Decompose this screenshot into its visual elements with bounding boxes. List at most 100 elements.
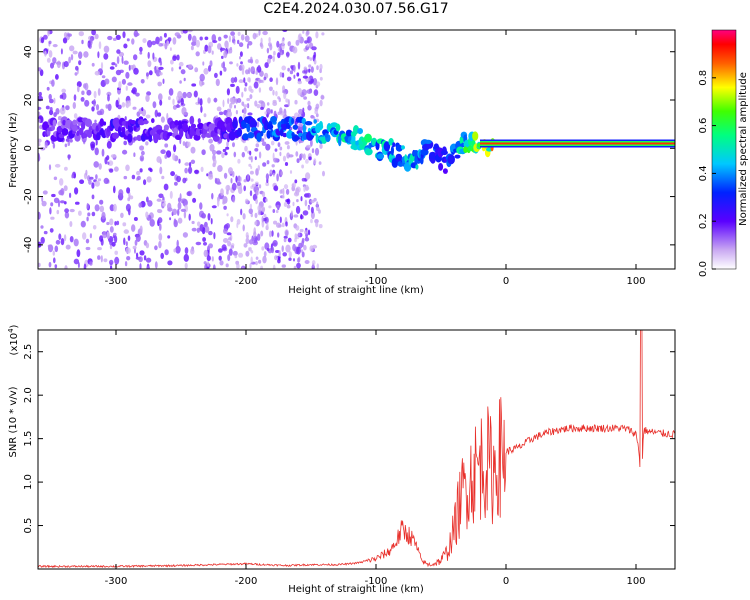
noise-speckle: [126, 38, 130, 42]
noise-speckle: [40, 37, 45, 44]
noise-speckle: [252, 32, 257, 40]
ridge-blob: [264, 119, 269, 126]
noise-speckle: [235, 175, 238, 183]
noise-speckle: [62, 37, 68, 44]
noise-speckle: [147, 200, 153, 207]
noise-speckle: [158, 233, 163, 241]
noise-speckle: [175, 245, 181, 254]
noise-speckle: [243, 107, 247, 115]
noise-speckle: [49, 109, 54, 116]
noise-speckle: [303, 66, 307, 71]
noise-speckle: [203, 249, 209, 258]
noise-speckle: [190, 45, 194, 51]
noise-speckle: [241, 266, 244, 269]
noise-speckle: [266, 47, 270, 54]
noise-speckle: [85, 238, 90, 244]
noise-speckle: [203, 113, 207, 118]
noise-speckle: [258, 259, 262, 264]
noise-speckle: [189, 162, 192, 168]
noise-speckle: [115, 99, 119, 108]
noise-speckle: [147, 51, 150, 59]
noise-speckle: [219, 70, 223, 76]
noise-speckle: [50, 216, 55, 220]
noise-speckle: [90, 141, 96, 149]
ridge-blob: [61, 127, 69, 136]
noise-speckle: [275, 209, 279, 214]
noise-speckle: [254, 156, 257, 161]
noise-speckle: [109, 259, 114, 265]
noise-speckle: [244, 82, 248, 87]
noise-speckle: [232, 142, 235, 148]
noise-speckle: [134, 239, 138, 246]
noise-speckle: [176, 239, 179, 248]
noise-speckle: [83, 83, 87, 89]
noise-speckle: [302, 210, 309, 216]
noise-speckle: [261, 216, 264, 223]
noise-speckle: [311, 148, 315, 154]
noise-speckle: [257, 205, 262, 212]
noise-speckle: [218, 248, 223, 253]
noise-speckle: [216, 181, 222, 185]
noise-speckle: [306, 192, 311, 198]
noise-speckle: [73, 113, 78, 119]
noise-speckle: [273, 110, 277, 118]
noise-speckle: [203, 68, 209, 75]
noise-speckle: [39, 69, 44, 77]
noise-speckle: [272, 240, 278, 247]
noise-speckle: [213, 232, 216, 240]
noise-speckle: [269, 77, 273, 82]
noise-speckle: [244, 145, 248, 152]
noise-speckle: [241, 64, 245, 71]
ridge-blob: [392, 142, 396, 148]
noise-speckle: [223, 67, 227, 72]
noise-speckle: [146, 91, 152, 96]
noise-speckle: [143, 255, 147, 261]
noise-speckle: [290, 65, 294, 69]
noise-speckle: [64, 208, 69, 213]
noise-speckle: [310, 66, 314, 73]
noise-speckle: [293, 265, 297, 269]
ridge-blob: [163, 124, 170, 131]
noise-speckle: [313, 59, 317, 65]
noise-speckle: [107, 160, 114, 166]
noise-speckle: [131, 89, 136, 94]
noise-speckle: [162, 78, 165, 85]
noise-speckle: [160, 149, 166, 154]
noise-speckle: [55, 239, 61, 245]
noise-speckle: [85, 169, 88, 176]
ridge-blob: [293, 135, 301, 141]
noise-speckle: [177, 201, 182, 210]
x-tick-label: 100: [626, 576, 645, 587]
noise-speckle: [195, 51, 200, 57]
ridge-blob: [76, 130, 80, 137]
noise-speckle: [260, 79, 265, 84]
noise-speckle: [143, 179, 147, 186]
noise-speckle: [151, 40, 157, 46]
noise-speckle: [295, 151, 299, 157]
noise-speckle: [94, 70, 101, 76]
noise-speckle: [70, 54, 74, 61]
noise-speckle: [232, 196, 236, 203]
noise-speckle: [176, 54, 180, 61]
noise-speckle: [223, 34, 228, 39]
x-tick-label: 100: [626, 276, 645, 287]
colorbar-label: Normalized spectral amplitude: [738, 72, 749, 226]
noise-speckle: [277, 52, 281, 59]
noise-speckle: [172, 55, 177, 61]
noise-speckle: [38, 67, 42, 72]
noise-speckle: [265, 181, 270, 187]
noise-speckle: [187, 33, 192, 41]
noise-speckle: [180, 208, 187, 212]
noise-speckle: [292, 46, 298, 54]
noise-speckle: [178, 158, 181, 164]
noise-speckle: [47, 244, 53, 248]
noise-speckle: [220, 188, 224, 196]
noise-speckle: [315, 113, 319, 118]
noise-speckle: [159, 36, 163, 42]
noise-speckle: [173, 144, 177, 153]
ridge-blob: [121, 126, 126, 134]
ridge-blob: [454, 154, 461, 159]
y-tick-label: 1.5: [23, 431, 34, 447]
noise-speckle: [287, 99, 290, 107]
noise-speckle: [272, 89, 275, 96]
